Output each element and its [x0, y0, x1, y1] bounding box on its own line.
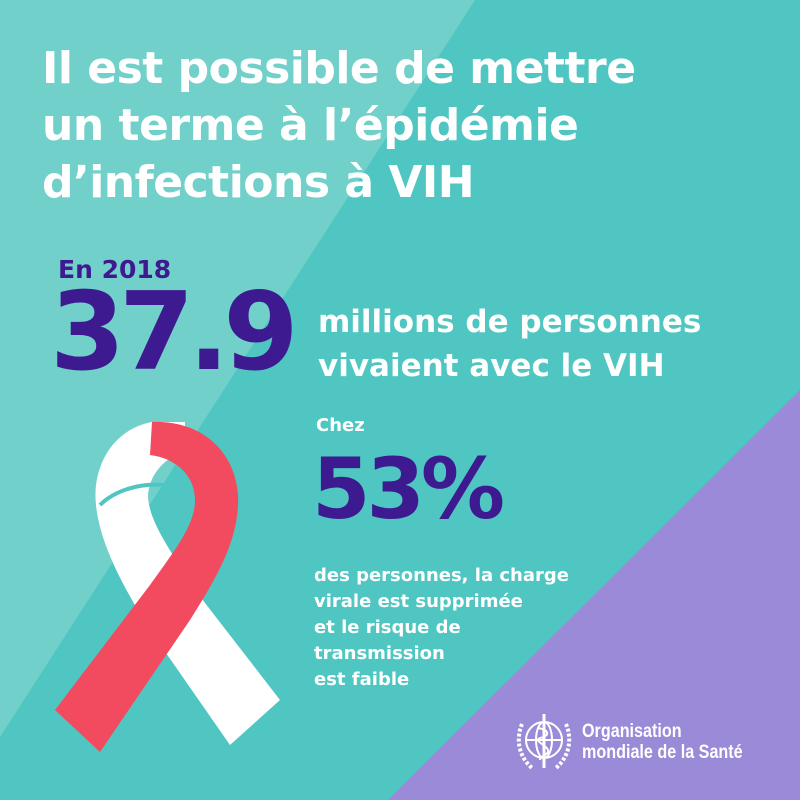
- headline-line: Il est possible de mettre: [42, 43, 636, 94]
- headline: Il est possible de mettre un terme à l’é…: [42, 40, 636, 211]
- ribbon-icon: [55, 421, 280, 752]
- caption-line: transmission: [314, 643, 445, 664]
- who-logo: Organisation mondiale de la Santé: [512, 708, 771, 776]
- caption-line: vivaient avec le VIH: [318, 348, 665, 384]
- who-name-line: mondiale de la Santé: [582, 742, 743, 763]
- purple-corner: [388, 390, 800, 800]
- suppression-caption: des personnes, la charge virale est supp…: [314, 563, 569, 693]
- caption-line: est faible: [314, 669, 410, 690]
- suppression-percent: 53%: [312, 440, 505, 538]
- caption-line: des personnes, la charge: [314, 565, 569, 586]
- year-label: En 2018: [58, 255, 172, 284]
- who-name: Organisation mondiale de la Santé: [582, 721, 743, 763]
- people-living-count: 37.9: [50, 270, 298, 395]
- caption-line: virale est supprimée: [314, 591, 523, 612]
- who-emblem-icon: [516, 714, 572, 770]
- headline-line: un terme à l’épidémie: [42, 100, 579, 151]
- caption-line: millions de personnes: [318, 304, 702, 340]
- who-name-line: Organisation: [582, 721, 682, 742]
- suppression-prefix: Chez: [316, 415, 365, 436]
- people-living-caption: millions de personnes vivaient avec le V…: [318, 300, 701, 388]
- caption-line: et le risque de: [314, 617, 461, 638]
- headline-line: d’infections à VIH: [42, 157, 475, 208]
